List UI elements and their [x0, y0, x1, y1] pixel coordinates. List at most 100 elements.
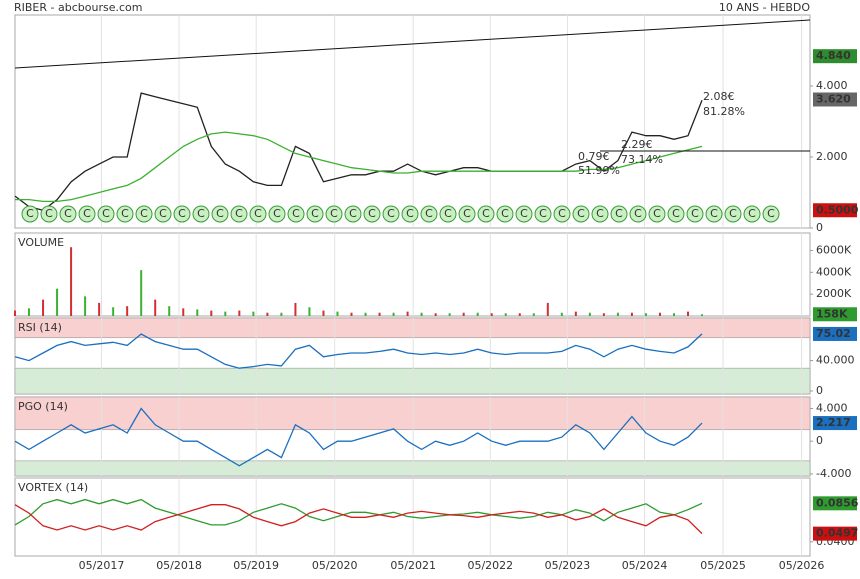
bar: [252, 311, 255, 316]
x-tick-label: 05/2020: [312, 559, 358, 572]
bar: [602, 313, 605, 316]
value-tag: [813, 326, 857, 341]
event-marker: [173, 205, 191, 223]
event-marker: [287, 205, 305, 223]
event-marker-label: C: [653, 207, 661, 220]
bar: [476, 312, 479, 316]
event-marker: [59, 205, 77, 223]
y-tick-label: 0: [816, 384, 823, 397]
x-tick-label: 05/2025: [700, 559, 746, 572]
event-marker: [553, 205, 571, 223]
bar: [364, 312, 367, 316]
y-tick-label: 2000K: [816, 287, 852, 300]
event-marker-label: C: [691, 207, 699, 220]
event-marker: [439, 205, 457, 223]
event-marker-label: C: [406, 207, 414, 220]
chart-title: RIBER - abcbourse.com: [14, 1, 142, 14]
band: [14, 460, 811, 477]
bar: [560, 312, 563, 316]
line: [15, 131, 703, 203]
event-marker: [192, 205, 210, 223]
annotation: 2.08€: [703, 90, 735, 103]
panel: [14, 232, 811, 317]
bar: [294, 302, 297, 316]
event-marker-label: C: [121, 207, 129, 220]
bar: [154, 299, 157, 316]
value-tag: [813, 92, 857, 107]
panel-title: VORTEX (14): [18, 481, 88, 494]
value-tag-label: 0.0856: [816, 496, 859, 509]
band: [14, 396, 811, 431]
y-tick-label: 0: [816, 434, 823, 447]
x-tick-label: 05/2017: [79, 559, 125, 572]
value-tag-label: 0.0497: [816, 527, 858, 540]
event-marker-label: C: [311, 207, 319, 220]
bar: [378, 312, 381, 316]
value-tag: [813, 416, 857, 431]
event-marker-label: C: [615, 207, 623, 220]
period: 10 ANS - HEBDO: [719, 1, 810, 14]
x-tick-label: 05/2018: [156, 559, 202, 572]
bar: [56, 288, 59, 316]
bar: [42, 299, 45, 316]
bar: [687, 311, 690, 316]
bar: [658, 312, 661, 316]
bar: [518, 313, 521, 316]
event-marker: [363, 205, 381, 223]
event-marker-label: C: [482, 207, 490, 220]
event-marker-label: C: [767, 207, 775, 220]
bar: [701, 314, 704, 316]
event-marker-label: C: [501, 207, 509, 220]
bar: [210, 310, 213, 316]
y-tick-label: 0: [816, 221, 823, 234]
band: [14, 367, 811, 395]
event-marker: [116, 205, 134, 223]
event-marker-label: C: [672, 207, 680, 220]
value-tag-label: 2.217: [816, 416, 851, 429]
event-marker: [648, 205, 666, 223]
event-marker-label: C: [368, 207, 376, 220]
event-marker-label: C: [216, 207, 224, 220]
line: [14, 498, 703, 526]
event-marker-label: C: [596, 207, 604, 220]
x-tick-label: 05/2019: [233, 559, 279, 572]
event-marker-label: C: [539, 207, 547, 220]
event-marker: [382, 205, 400, 223]
y-tick-label: 4000K: [816, 265, 852, 278]
event-marker: [40, 205, 58, 223]
x-tick-label: 05/2026: [779, 559, 825, 572]
bar: [546, 302, 549, 316]
value-tag: [813, 496, 857, 511]
bar: [308, 307, 311, 316]
event-marker-label: C: [273, 207, 281, 220]
value-tag: [813, 307, 857, 322]
value-tag-label: 75.02: [816, 327, 851, 340]
bar: [140, 270, 143, 316]
y-tick-label: 2.000: [816, 150, 848, 163]
bar: [14, 310, 16, 316]
bar: [322, 310, 325, 316]
event-marker: [724, 205, 742, 223]
value-tag-label: 3.620: [816, 92, 851, 105]
event-marker-label: C: [178, 207, 186, 220]
line: [14, 504, 703, 535]
annotation: 51.99%: [578, 164, 620, 177]
event-marker-label: C: [520, 207, 528, 220]
bar: [616, 312, 619, 316]
event-marker-label: C: [444, 207, 452, 220]
event-marker: [78, 205, 96, 223]
annotation: 81.28%: [703, 105, 745, 118]
event-marker-label: C: [387, 207, 395, 220]
bar: [182, 308, 185, 316]
event-marker: [743, 205, 761, 223]
value-tag: [813, 49, 857, 64]
bar: [238, 310, 241, 316]
annotation: 73.14%: [621, 153, 663, 166]
bar: [588, 312, 591, 316]
panel-title: PGO (14): [18, 400, 68, 413]
bar: [224, 311, 227, 316]
event-marker: [268, 205, 286, 223]
value-tag: [813, 526, 857, 541]
y-tick-label: -4.000: [816, 467, 851, 480]
